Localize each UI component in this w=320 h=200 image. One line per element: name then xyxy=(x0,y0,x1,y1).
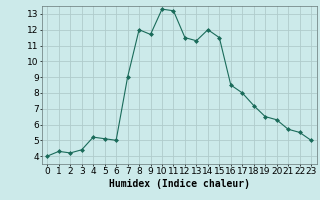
X-axis label: Humidex (Indice chaleur): Humidex (Indice chaleur) xyxy=(109,179,250,189)
